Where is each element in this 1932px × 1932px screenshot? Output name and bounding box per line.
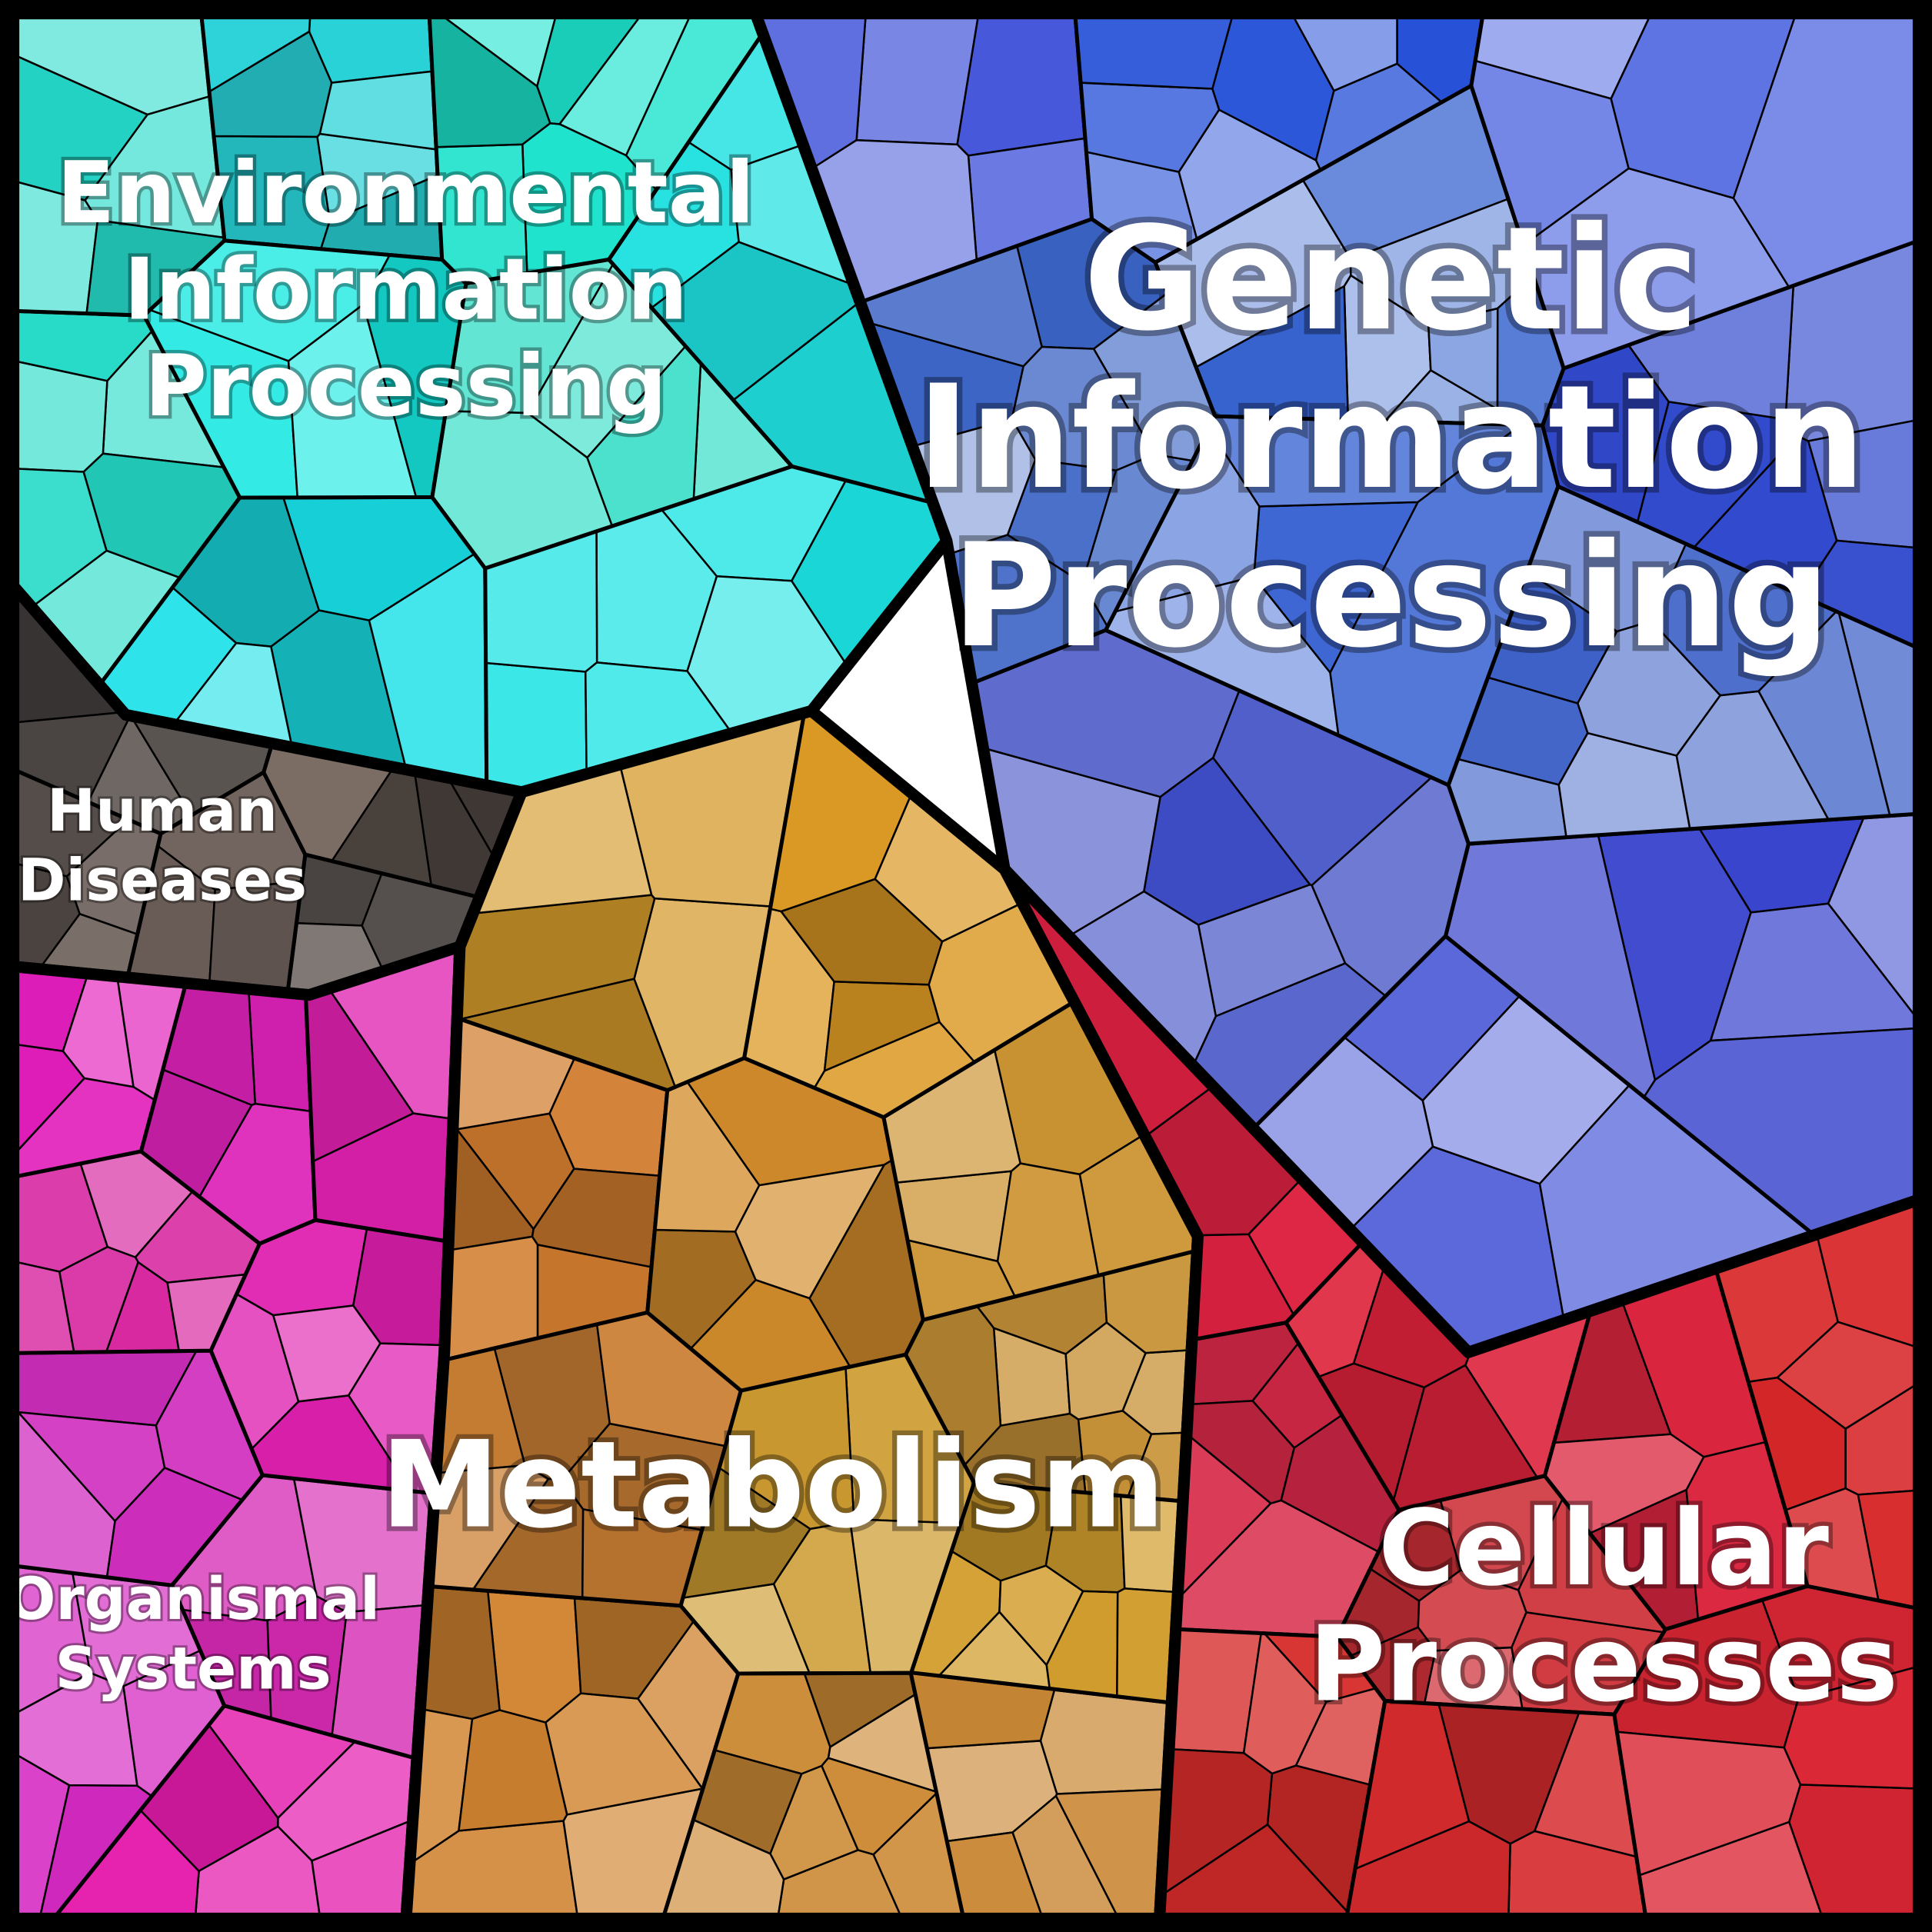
inner-cell [1041,1689,1171,1794]
inner-cell [248,989,311,1111]
region-label-env-info: EnvironmentalInformationProcessing [57,144,754,436]
inner-cell [488,1591,581,1722]
subcell [1345,1701,1647,1924]
figure-wrap: EnvironmentalInformationProcessingGeneti… [0,0,1932,1932]
region-label-metabolism: Metabolism [381,1414,1165,1554]
inner-cell [958,8,1085,155]
inner-cell [1074,8,1234,88]
voronoi-treemap: EnvironmentalInformationProcessingGeneti… [0,0,1932,1932]
region-label-cellular: CellularProcesses [1309,1487,1898,1725]
